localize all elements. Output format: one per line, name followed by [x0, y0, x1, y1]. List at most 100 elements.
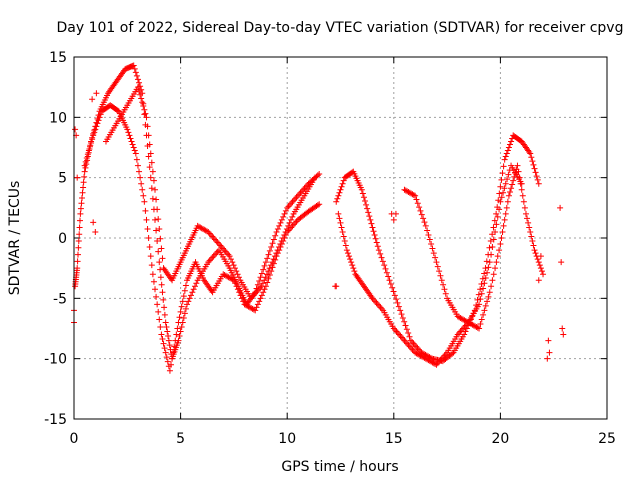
data-point [424, 227, 431, 234]
data-point [74, 258, 81, 265]
data-point [338, 183, 345, 190]
data-point [125, 129, 132, 136]
data-point [492, 265, 499, 272]
data-point [124, 126, 131, 133]
data-point [130, 62, 137, 69]
data-point [531, 165, 538, 172]
data-point [163, 323, 170, 330]
data-point [478, 316, 485, 323]
data-point [406, 333, 413, 340]
data-point [77, 205, 84, 212]
data-point [265, 251, 272, 258]
data-point [240, 298, 247, 305]
data-point [139, 99, 146, 106]
data-point [385, 273, 392, 280]
series-track-c [102, 84, 318, 302]
data-point [372, 235, 379, 242]
data-point [83, 155, 90, 162]
data-point [235, 274, 242, 281]
data-point [502, 210, 509, 217]
data-point [286, 201, 293, 208]
data-point [398, 311, 405, 318]
data-point [390, 288, 397, 295]
data-point [376, 302, 383, 309]
data-point [207, 231, 214, 238]
data-point [389, 284, 396, 291]
data-point [497, 241, 504, 248]
data-point [371, 231, 378, 238]
data-point [82, 158, 89, 165]
data-point [148, 262, 155, 269]
data-point [78, 195, 85, 202]
data-point [160, 296, 167, 303]
data-point [358, 186, 365, 193]
data-point [499, 170, 506, 177]
data-point [404, 340, 411, 347]
marks-layer [71, 62, 567, 374]
data-point [283, 225, 290, 232]
data-point [84, 151, 91, 158]
data-point [163, 354, 170, 361]
data-point [375, 247, 382, 254]
data-point [268, 244, 275, 251]
data-point [487, 238, 494, 245]
data-point [532, 250, 539, 257]
data-point [434, 263, 441, 270]
data-point [258, 270, 265, 277]
data-point [336, 215, 343, 222]
data-point [401, 318, 408, 325]
data-point [80, 179, 87, 186]
y-tick-label: 0 [58, 231, 67, 247]
data-point [479, 275, 486, 282]
data-point [150, 177, 157, 184]
data-point [519, 192, 526, 199]
data-point [429, 245, 436, 252]
data-point [232, 280, 239, 287]
data-point [169, 355, 176, 362]
data-point [138, 95, 145, 102]
data-point [339, 228, 346, 235]
data-point [496, 247, 503, 254]
data-point [397, 333, 404, 340]
data-point [75, 244, 82, 251]
data-point [89, 136, 96, 143]
data-point [400, 336, 407, 343]
data-point [134, 76, 141, 83]
data-point [508, 138, 515, 145]
data-point [394, 330, 401, 337]
data-point [93, 90, 100, 97]
data-point [335, 192, 342, 199]
data-point [531, 247, 538, 254]
data-point [392, 210, 399, 217]
chart-title: Day 101 of 2022, Sidereal Day-to-day VTE… [57, 20, 624, 36]
data-point [183, 301, 190, 308]
data-point [485, 293, 492, 300]
data-point [525, 219, 532, 226]
data-point [179, 298, 186, 305]
data-point [433, 259, 440, 266]
data-point [502, 153, 509, 160]
data-point [253, 304, 260, 311]
data-point [559, 325, 566, 332]
data-point [493, 210, 500, 217]
data-point [226, 253, 233, 260]
data-point [505, 192, 512, 199]
data-point [138, 180, 145, 187]
data-point [504, 147, 511, 154]
data-point [395, 303, 402, 310]
data-point [410, 192, 417, 199]
data-point [250, 292, 257, 299]
data-point [528, 233, 535, 240]
data-point [281, 210, 288, 217]
data-point [474, 324, 481, 331]
data-point [350, 265, 357, 272]
y-tick-label: 15 [49, 50, 67, 66]
data-point [493, 221, 500, 228]
data-point [275, 244, 282, 251]
data-point [158, 245, 165, 252]
data-point [180, 293, 187, 300]
data-point [162, 349, 169, 356]
data-point [278, 238, 285, 245]
data-point [136, 168, 143, 175]
